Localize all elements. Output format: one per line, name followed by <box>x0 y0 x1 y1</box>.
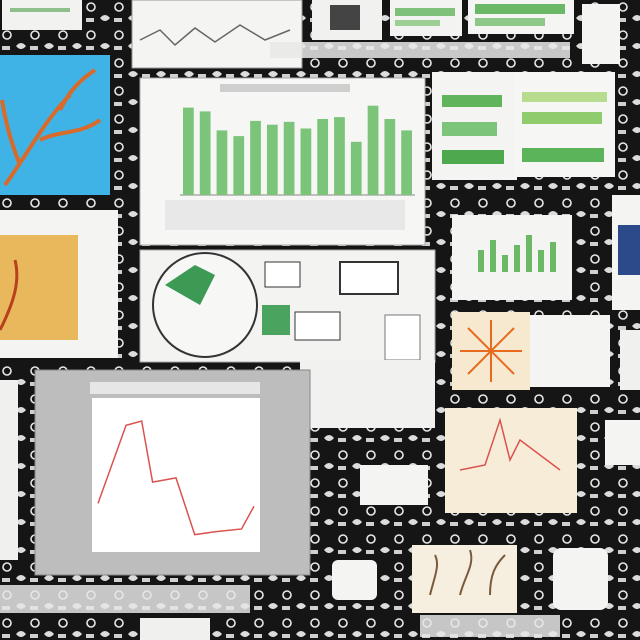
line <box>97 420 255 536</box>
bar <box>199 111 211 195</box>
right-cards <box>332 72 640 613</box>
bar <box>300 128 312 195</box>
bar <box>384 119 396 195</box>
bar <box>283 121 295 195</box>
tree-image <box>0 55 110 195</box>
bar <box>250 120 261 195</box>
plot-area <box>92 398 260 552</box>
bar <box>401 130 412 195</box>
diagram-panel <box>139 249 436 363</box>
bar <box>367 105 379 195</box>
top-cards <box>2 0 620 69</box>
bar-chart <box>180 105 415 196</box>
bar <box>317 119 329 195</box>
bar <box>350 141 362 195</box>
bottom-strip <box>0 380 560 640</box>
label-scribble <box>165 200 405 230</box>
line-chart <box>97 420 255 536</box>
bar <box>183 107 194 195</box>
bar <box>334 117 345 195</box>
bar <box>216 130 228 195</box>
title-scribble <box>220 84 350 92</box>
table-card <box>300 360 435 428</box>
bar <box>266 124 278 195</box>
bar <box>233 136 245 195</box>
title-scribble <box>90 382 260 394</box>
yellow-image <box>0 210 118 358</box>
